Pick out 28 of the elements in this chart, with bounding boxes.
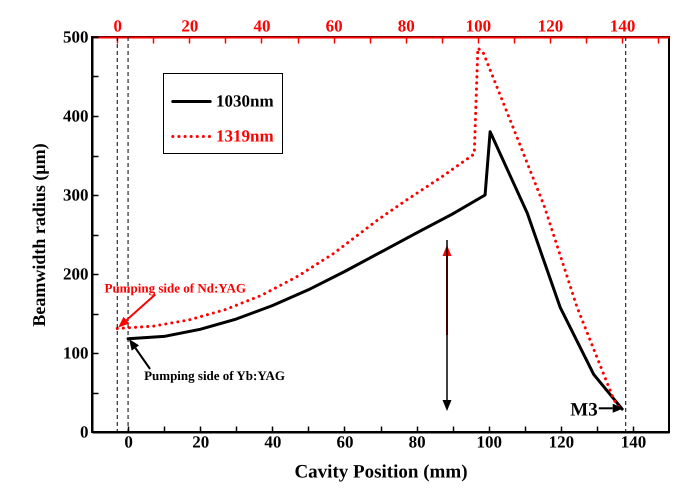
x2-tick-label: 120: [538, 16, 564, 36]
y-tick-label: 500: [63, 28, 88, 46]
y-tick-label: 200: [63, 264, 88, 284]
x2-tick-label: 40: [253, 16, 270, 36]
legend-label: 1030nm: [216, 92, 274, 110]
x2-tick-label: 100: [466, 16, 492, 36]
x-tick-label: 140: [620, 432, 646, 452]
annotation: M3: [570, 399, 598, 420]
x-tick-label: 60: [336, 432, 354, 452]
annotation: Pumping side of Nd:YAG: [104, 280, 246, 296]
annotation: Pumping side of Yb:YAG: [144, 368, 286, 383]
x-tick-label: 20: [192, 432, 210, 452]
x-tick-label: 120: [548, 432, 574, 452]
x2-tick-label: 60: [326, 16, 343, 36]
x-axis-title: Cavity Position (mm): [294, 462, 468, 482]
x2-tick-label: 80: [398, 16, 415, 36]
y-tick-label: 100: [63, 344, 88, 362]
y-tick-label: 300: [63, 186, 88, 204]
y-tick-label: 400: [63, 106, 88, 126]
x-tick-label: 40: [264, 432, 282, 452]
x2-tick-label: 0: [113, 16, 122, 36]
x-tick-label: 0: [124, 432, 133, 452]
x2-tick-label: 20: [181, 16, 198, 36]
x-tick-label: 80: [408, 432, 426, 452]
legend-label: 1319nm: [216, 126, 274, 146]
x-tick-label: 100: [476, 432, 502, 452]
y-axis-title: Beamwidth radius (μm): [29, 143, 49, 327]
x2-tick-label: 140: [610, 16, 636, 36]
